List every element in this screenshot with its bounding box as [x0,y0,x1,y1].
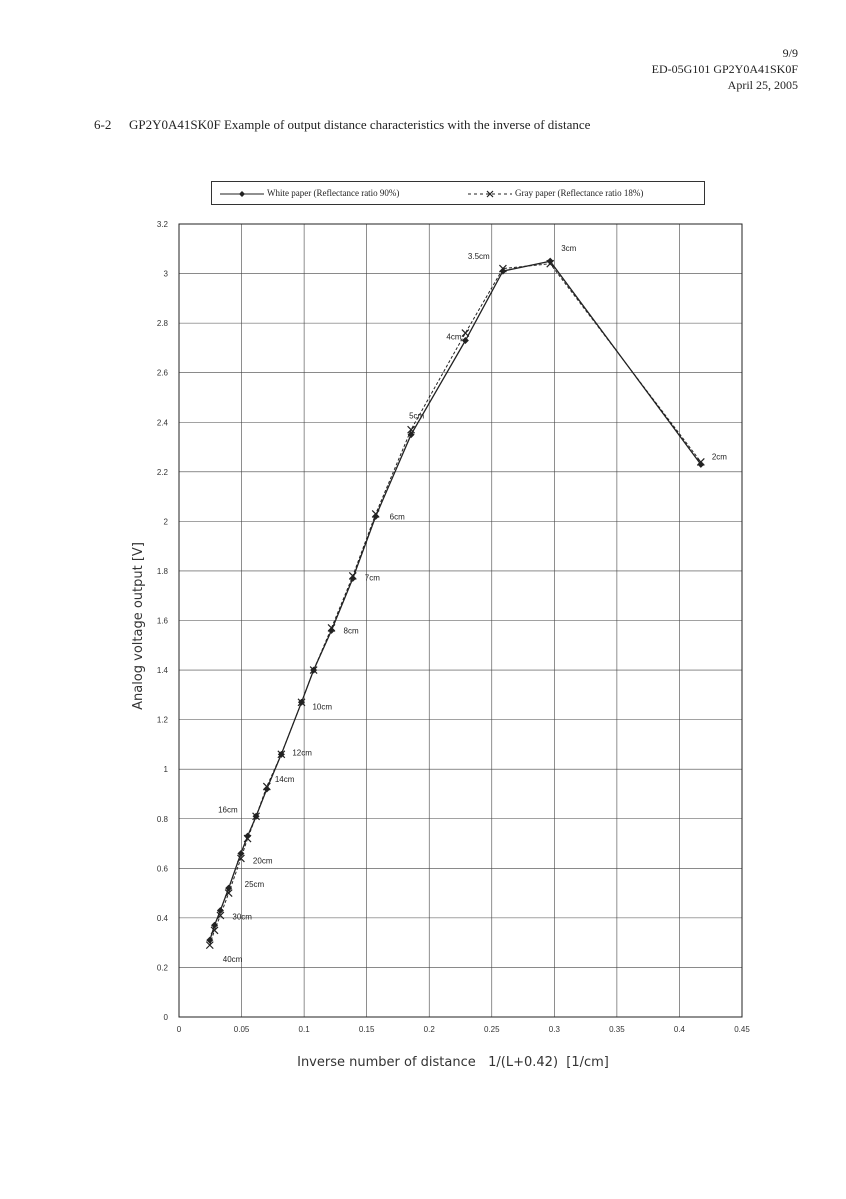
point-label: 10cm [312,702,332,711]
point-labels: 40cm 30cm 25cm 20cm 16cm 14cm 12cm 10cm 8cm 7cm 6c… [218,244,727,964]
figure-caption: 6-2 GP2Y0A41SK0F Example of output distan… [94,117,590,133]
x-tick-label: 0 [177,1025,182,1034]
y-tick-label: 1.6 [157,617,169,626]
y-tick-label: 1.2 [157,716,169,725]
series-gray-paper [205,259,705,950]
point-label: 3.5cm [468,252,490,261]
point-label: 4cm [446,332,461,341]
y-tick-label: 1.4 [157,666,169,675]
data-point-diamond [225,884,233,892]
data-point-x [277,750,286,759]
y-tick-label: 0.8 [157,815,169,824]
point-label: 6cm [390,512,405,521]
chart-series [205,257,705,950]
point-label: 14cm [275,775,295,784]
point-label: 30cm [232,912,252,921]
x-tick-label: 0.2 [424,1025,436,1034]
x-tick-label: 0.1 [299,1025,311,1034]
point-label: 7cm [365,573,380,582]
y-tick-label: 1 [164,765,169,774]
legend-dashed-line-x-icon [468,190,512,198]
y-tick-label: 1.8 [157,567,169,576]
document-date: April 25, 2005 [727,78,798,92]
data-point-diamond [216,906,224,914]
chart-grid [179,224,742,1017]
legend-solid-line-diamond-icon [220,190,264,197]
data-point-x [262,782,271,791]
point-label: 5cm [409,412,424,421]
data-point-diamond [499,267,507,275]
data-point-diamond [237,849,245,857]
x-axis-label: Inverse number of distance 1/(L+0.42) [1… [297,1055,609,1070]
data-point-x [210,926,219,935]
legend-label-white: White paper (Reflectance ratio 90%) [267,188,400,198]
y-tick-label: 0.2 [157,963,169,972]
y-tick-label: 0 [164,1013,169,1022]
y-tick-label: 3.2 [157,220,169,229]
data-point-x [243,834,252,843]
plot-area-border [178,223,743,1018]
point-label: 16cm [218,805,238,814]
point-label: 12cm [292,748,312,757]
data-point-x [407,425,416,434]
caption-number: 6-2 [94,117,112,132]
caption-text: GP2Y0A41SK0F Example of output distance … [129,117,591,132]
data-point-diamond [697,460,705,468]
document-id: ED-05G101 GP2Y0A41SK0F [651,62,798,76]
data-point-diamond [407,431,415,439]
y-tick-label: 2.8 [157,319,169,328]
page-number: 9/9 [782,46,798,60]
data-point-x [461,329,470,337]
data-point-x [205,941,214,950]
point-label: 40cm [223,955,243,964]
series-white-paper [206,257,705,944]
x-tick-label: 0.25 [484,1025,500,1034]
series-line [209,260,702,941]
data-point-x [696,457,705,466]
point-label: 3cm [561,244,576,253]
data-point-x [237,854,245,863]
y-tick-label: 0.4 [157,914,169,923]
y-tick-label: 2.4 [157,418,169,427]
point-label: 2cm [712,452,727,461]
y-tick-label: 2.2 [157,468,169,477]
data-point-diamond [211,921,219,929]
point-label: 20cm [253,856,273,865]
data-point-x [297,698,306,707]
y-tick-label: 0.6 [157,864,169,873]
data-point-x [371,510,380,518]
x-tick-label: 0.35 [609,1025,625,1034]
data-point-x [309,666,318,674]
y-tick-label: 2.6 [157,369,169,378]
data-point-x [546,259,555,268]
x-tick-label: 0.05 [234,1025,250,1034]
data-point-diamond [546,257,554,265]
x-axis-ticks: 0 0.05 0.1 0.15 0.2 0.25 0.3 0.35 0.4 0.45 [177,1025,751,1034]
point-label: 25cm [245,880,265,889]
legend-item-white: White paper (Reflectance ratio 90%) [220,182,399,204]
x-tick-label: 0.45 [734,1025,750,1034]
legend-label-gray: Gray paper (Reflectance ratio 18%) [515,188,644,198]
data-point-x [224,889,233,898]
data-point-x [216,911,225,920]
x-tick-label: 0.4 [674,1025,686,1034]
y-axis-ticks: 0 0.2 0.4 0.6 0.8 1 1.2 1.4 1.6 1.8 2 2.2 2.4 2.6 2.8 3… [157,220,169,1022]
data-point-diamond [263,785,271,793]
data-point-x [252,812,260,821]
data-point-diamond [461,336,469,344]
y-tick-label: 3 [164,270,169,279]
y-axis-label: Analog voltage output [V] [131,542,146,710]
point-label: 8cm [344,626,359,635]
legend-item-gray: Gray paper (Reflectance ratio 18%) [468,182,643,204]
chart-legend: White paper (Reflectance ratio 90%) Gray… [211,181,705,205]
data-point-x [327,624,336,632]
x-tick-label: 0.3 [549,1025,561,1034]
data-point-x [498,264,507,273]
y-tick-label: 2 [164,517,169,526]
data-point-x [348,571,357,580]
x-tick-label: 0.15 [359,1025,375,1034]
